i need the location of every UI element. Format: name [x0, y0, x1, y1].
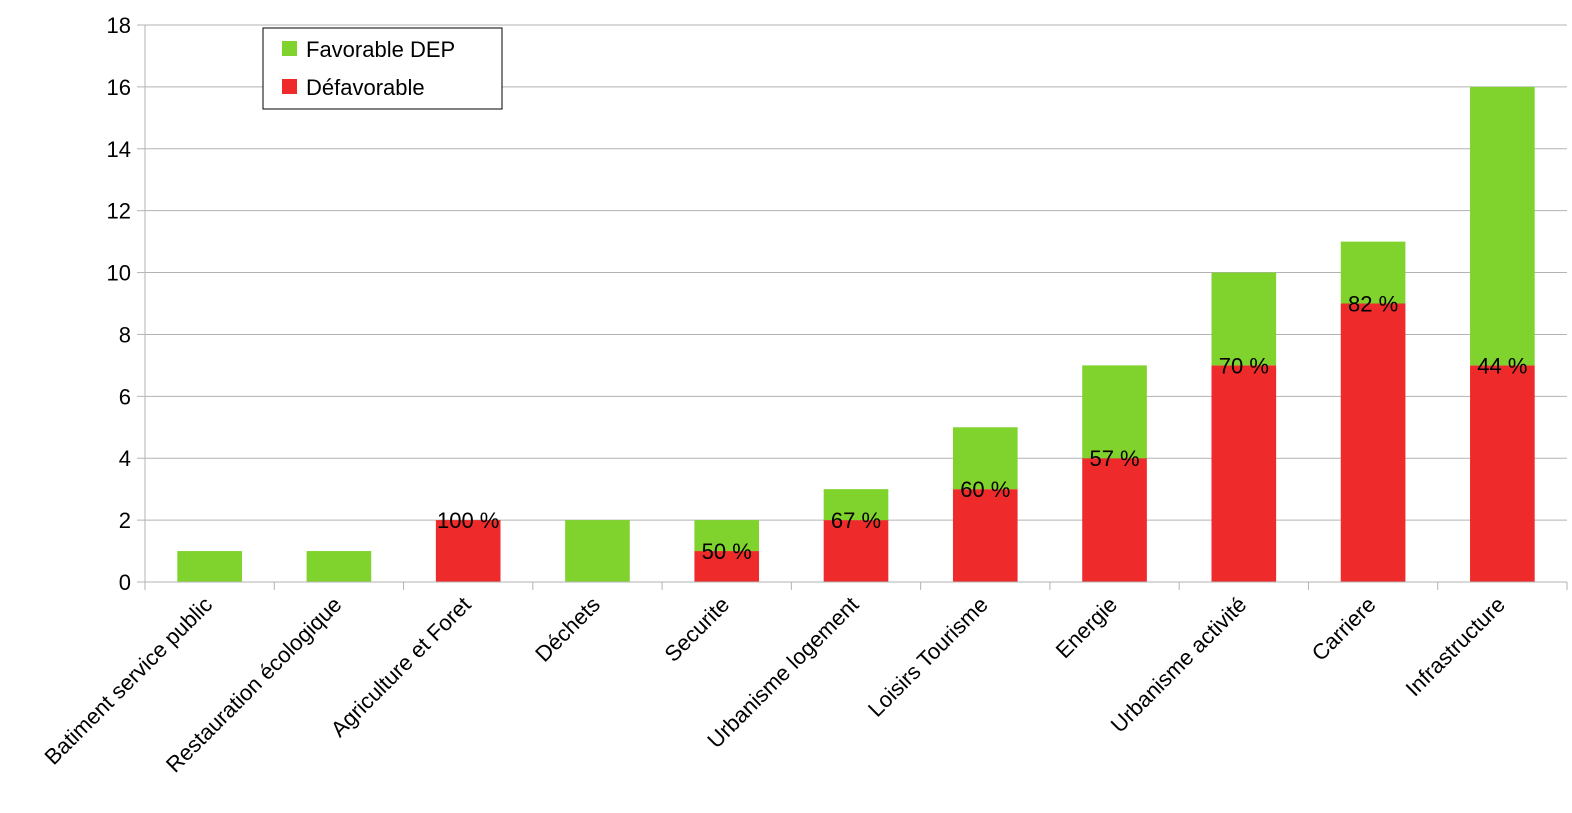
x-tick-label: Carriere	[1307, 592, 1381, 666]
bar-favorable	[306, 551, 372, 582]
bar-favorable	[177, 551, 242, 582]
x-tick-label: Déchets	[530, 592, 605, 667]
bars	[177, 86, 1535, 582]
bar-defavorable	[694, 551, 760, 582]
x-tick-label: Urbanisme activité	[1106, 592, 1252, 738]
legend-box	[262, 27, 503, 110]
bar-defavorable	[435, 520, 501, 582]
bar-defavorable	[1082, 458, 1147, 582]
y-tick-label: 8	[119, 322, 131, 347]
bar-favorable	[694, 520, 760, 552]
bar-defavorable	[952, 489, 1018, 582]
y-tick-label: 6	[119, 384, 131, 409]
data-label: 44 %	[1477, 353, 1527, 378]
data-label: 82 %	[1348, 292, 1398, 317]
y-tick-label: 10	[107, 261, 131, 286]
y-tick-label: 2	[119, 508, 131, 533]
bar-favorable	[565, 520, 630, 582]
x-tick-label: Infrastructure	[1401, 592, 1510, 701]
bar-favorable	[1470, 86, 1535, 366]
bar-favorable	[952, 427, 1018, 490]
bar-defavorable	[1340, 303, 1406, 582]
bar-favorable	[1082, 365, 1147, 459]
y-tick-label: 16	[107, 75, 131, 100]
x-tick-label: Agriculture et Foret	[326, 592, 476, 742]
data-label: 57 %	[1089, 446, 1139, 471]
x-tick-label: Energie	[1051, 592, 1122, 663]
bar-favorable	[1340, 241, 1406, 304]
y-tick-label: 0	[119, 570, 131, 595]
y-tick-label: 18	[107, 13, 131, 38]
data-label: 100 %	[437, 508, 499, 533]
y-tick-label: 4	[119, 446, 131, 471]
y-tick-label: 12	[107, 199, 131, 224]
data-label: 50 %	[702, 539, 752, 564]
legend: Favorable DEP Défavorable	[262, 27, 503, 110]
legend-swatch-favorable	[282, 41, 297, 56]
bar-defavorable	[823, 520, 889, 582]
data-label: 60 %	[960, 477, 1010, 502]
bar-defavorable	[1211, 365, 1277, 582]
grid-lines	[137, 24, 1567, 583]
y-tick-label: 14	[107, 137, 131, 162]
data-label: 67 %	[831, 508, 881, 533]
x-tick-label: Loisirs Tourisme	[863, 592, 993, 722]
data-labels: 100 % 50 % 67 % 60 % 57 % 70 % 82 % 44 %	[437, 292, 1527, 565]
bar-favorable	[1211, 272, 1277, 366]
x-tick-label: Securite	[660, 592, 735, 667]
bar-defavorable	[1470, 365, 1535, 582]
bar-favorable	[823, 489, 889, 521]
data-label: 70 %	[1219, 353, 1269, 378]
legend-label-defavorable: Défavorable	[306, 75, 425, 100]
legend-label-favorable: Favorable DEP	[306, 37, 455, 62]
axes	[144, 25, 1568, 590]
legend-swatch-defavorable	[282, 79, 297, 94]
y-tick-labels: 0 2 4 6 8 10 12 14 16 18	[107, 13, 131, 595]
